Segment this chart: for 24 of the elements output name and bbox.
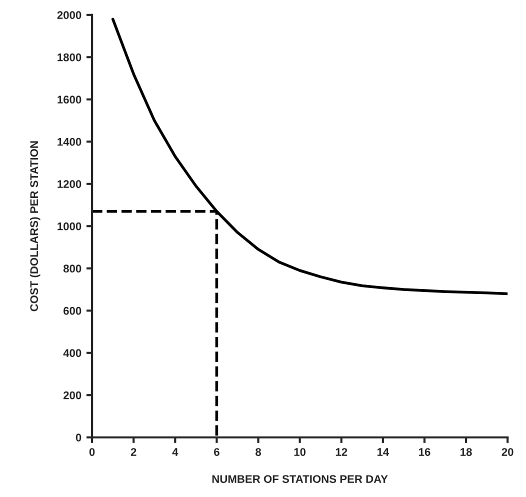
y-tick-label: 400: [63, 349, 82, 358]
x-tick-label: 2: [130, 448, 136, 456]
x-tick-label: 20: [502, 448, 514, 456]
y-tick-label: 1000: [58, 222, 82, 230]
x-tick-label: 14: [377, 448, 390, 456]
y-tick-label: 1800: [58, 53, 82, 62]
y-tick-label: 600: [64, 306, 82, 315]
y-axis-title: COST (DOLLARS) PER STATION: [30, 141, 40, 312]
x-tick-label: 16: [419, 448, 430, 456]
x-tick-label: 6: [214, 448, 220, 456]
y-tick-label: 2000: [57, 11, 82, 20]
x-tick-label: 18: [460, 448, 472, 456]
x-tick-label: 0: [89, 448, 95, 456]
x-tick-label: 8: [256, 448, 262, 456]
y-tick-label: 0: [76, 434, 82, 442]
y-tick-label: 1400: [58, 138, 82, 146]
x-axis-title: NUMBER OF STATIONS PER DAY: [212, 475, 388, 483]
y-tick-label: 1200: [58, 180, 82, 188]
x-tick-label: 4: [172, 448, 178, 456]
x-tick-label: 10: [294, 448, 306, 456]
y-tick-label: 200: [63, 391, 82, 400]
y-tick-label: 800: [63, 264, 82, 273]
y-tick-label: 1600: [58, 96, 82, 104]
x-tick-label: 12: [336, 448, 348, 456]
